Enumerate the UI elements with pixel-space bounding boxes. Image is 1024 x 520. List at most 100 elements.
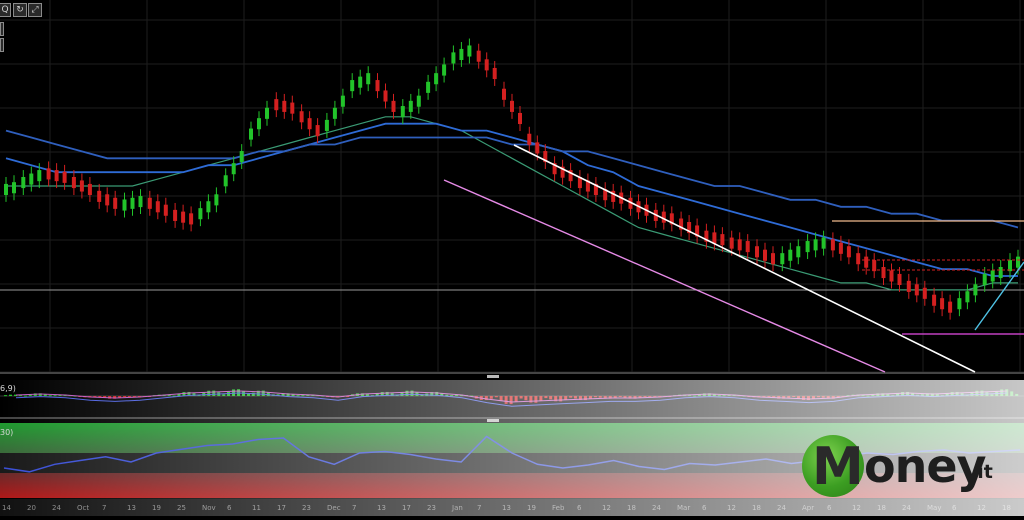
macd-label: 6,9): [0, 384, 16, 393]
candle-body: [484, 59, 489, 71]
candle-body: [679, 218, 684, 230]
side-handle-2[interactable]: [0, 38, 4, 52]
candle-body: [467, 45, 472, 57]
candle-body: [46, 168, 51, 180]
candle-body: [585, 180, 590, 192]
candle-body: [611, 190, 616, 202]
candle-body: [249, 128, 253, 140]
money-it-logo: M oney .it: [802, 435, 1012, 503]
candle-body: [998, 267, 1003, 279]
candle-body: [948, 301, 953, 313]
candle-body: [914, 284, 919, 296]
candle-body: [973, 284, 978, 296]
candle-body: [332, 107, 337, 119]
channel-lower-line: [443, 179, 886, 373]
candle-body: [113, 197, 118, 209]
candle-body: [821, 237, 826, 249]
candle-body: [502, 88, 506, 100]
candle-body: [173, 209, 178, 221]
expand-icon[interactable]: ⤢: [28, 3, 42, 17]
candle-body: [771, 253, 775, 265]
oscillator-label: 30): [0, 428, 14, 437]
candle-body: [830, 239, 835, 251]
channel-upper-line: [513, 144, 976, 373]
candle-body: [704, 230, 709, 242]
candle-body: [198, 208, 203, 220]
candle-body: [518, 112, 522, 125]
rising-trendline: [974, 261, 1024, 331]
candle-body: [408, 100, 413, 112]
candle-body: [527, 133, 532, 145]
candle-body: [889, 270, 894, 282]
logo-tld: .it: [970, 461, 993, 483]
candle-body: [838, 242, 843, 254]
logo-wordmark: oney: [864, 439, 987, 493]
candle-body: [155, 201, 160, 213]
candle-body: [990, 270, 995, 282]
candle-body: [307, 118, 312, 130]
candle-body: [257, 118, 261, 130]
candle-body: [324, 119, 329, 131]
candle-body: [846, 246, 851, 258]
zoom-button[interactable]: Q: [0, 3, 11, 17]
candle-body: [21, 177, 26, 189]
candle-body: [358, 76, 363, 88]
candle-body: [391, 100, 396, 112]
candle-body: [274, 99, 279, 111]
grid-lines: [0, 0, 1024, 422]
candle-body: [239, 151, 244, 163]
candle-body: [856, 253, 861, 265]
candle-body: [130, 197, 135, 209]
candle-body: [552, 163, 557, 175]
candle-body: [416, 95, 421, 107]
candle-body: [350, 80, 355, 92]
candle-body: [206, 201, 211, 213]
candle-body: [661, 211, 666, 223]
candle-body: [788, 249, 793, 261]
candle-body: [189, 213, 194, 225]
candle-body: [965, 291, 970, 303]
candle-body: [214, 194, 219, 206]
candle-body: [603, 189, 608, 201]
candle-body: [957, 298, 962, 310]
candle-body: [282, 100, 287, 112]
ma-fast-line: [6, 116, 1018, 291]
trend-drawings: [443, 144, 1024, 373]
candle-body: [932, 294, 937, 306]
logo-circle: [802, 435, 864, 497]
candle-body: [737, 239, 742, 251]
candle-body: [669, 213, 674, 225]
candle-body: [97, 190, 102, 202]
candle-body: [755, 246, 759, 258]
candle-body: [37, 170, 42, 182]
candle-body: [1008, 260, 1012, 272]
candle-body: [535, 142, 540, 154]
candle-body: [881, 267, 886, 279]
candle-body: [813, 239, 818, 251]
candle-body: [459, 48, 464, 60]
candle-body: [763, 249, 767, 261]
candle-body: [560, 166, 565, 178]
candle-body: [375, 80, 380, 92]
side-handle-1[interactable]: [0, 22, 4, 36]
candle-body: [62, 171, 67, 183]
candle-body: [687, 222, 692, 234]
candle-body: [745, 241, 750, 253]
candle-body: [695, 225, 700, 237]
candle-body: [577, 177, 582, 189]
candle-body: [872, 260, 877, 272]
candle-body: [4, 183, 8, 195]
ma-slow-line: [5, 129, 1019, 229]
candle-body: [568, 170, 573, 182]
candle-body: [712, 232, 717, 244]
candlesticks: [4, 38, 1020, 320]
candle-body: [122, 199, 127, 211]
candle-body: [805, 241, 810, 253]
candle-body: [780, 253, 785, 265]
candle-body: [442, 64, 447, 76]
candle-body: [181, 211, 186, 223]
refresh-icon[interactable]: ↻: [13, 3, 27, 17]
candle-body: [628, 197, 633, 209]
